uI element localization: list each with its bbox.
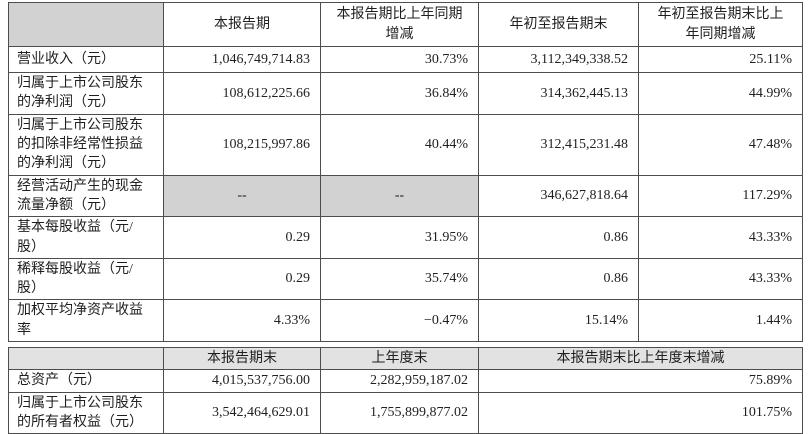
value-cell: 1.44% xyxy=(638,299,803,343)
row-label: 加权平均净资产收益率 xyxy=(8,299,164,343)
value-cell: 36.84% xyxy=(320,72,479,115)
corner-cell xyxy=(8,347,164,371)
value-cell: 108,215,997.86 xyxy=(163,113,321,176)
header-period: 本报告期 xyxy=(163,2,321,47)
table-row-basic-eps: 基本每股收益（元/股） 0.29 31.95% 0.86 43.33% xyxy=(8,216,803,259)
value-cell: 0.29 xyxy=(163,257,321,301)
value-cell: 4,015,537,756.00 xyxy=(163,369,321,393)
balance-figures-table: 本报告期末 上年度末 本报告期末比上年度末增减 总资产（元） 4,015,537… xyxy=(8,347,803,434)
value-cell: 0.86 xyxy=(478,216,639,259)
value-cell: 44.99% xyxy=(638,72,803,115)
value-cell: 35.74% xyxy=(320,257,479,301)
header-ytd: 年初至报告期末 xyxy=(478,2,639,47)
row-label: 稀释每股收益（元/股） xyxy=(8,257,164,301)
value-cell: 108,612,225.66 xyxy=(163,72,321,115)
row-label: 经营活动产生的现金流量净额（元） xyxy=(8,174,164,218)
value-cell: 1,755,899,877.02 xyxy=(320,391,479,434)
table2-header-row: 本报告期末 上年度末 本报告期末比上年度末增减 xyxy=(8,347,803,371)
table-row-owners-equity: 归属于上市公司股东的所有者权益（元） 3,542,464,629.01 1,75… xyxy=(8,391,803,434)
na-cell: -- xyxy=(163,174,321,218)
value-cell: 0.29 xyxy=(163,216,321,259)
value-cell: 312,415,231.48 xyxy=(478,113,639,176)
financial-report-page: 本报告期 本报告期比上年同期 增减 年初至报告期末 年初至报告期末比上 年同期增… xyxy=(8,2,803,434)
table-row-weighted-roe: 加权平均净资产收益率 4.33% −0.47% 15.14% 1.44% xyxy=(8,299,803,343)
value-cell: 40.44% xyxy=(320,113,479,176)
table-row-operating-cash-flow: 经营活动产生的现金流量净额（元） -- -- 346,627,818.64 11… xyxy=(8,174,803,218)
value-cell: 1,046,749,714.83 xyxy=(163,46,321,73)
header-prev-year-end: 上年度末 xyxy=(320,347,479,371)
value-cell: 4.33% xyxy=(163,299,321,343)
row-label: 总资产（元） xyxy=(8,369,164,393)
table-row-revenue: 营业收入（元） 1,046,749,714.83 30.73% 3,112,34… xyxy=(8,46,803,73)
value-cell: 43.33% xyxy=(638,257,803,301)
value-cell: 25.11% xyxy=(638,46,803,73)
table-row-net-profit: 归属于上市公司股东的净利润（元） 108,612,225.66 36.84% 3… xyxy=(8,72,803,115)
corner-cell xyxy=(8,2,164,47)
header-ytd-yoy: 年初至报告期末比上 年同期增减 xyxy=(638,2,803,47)
row-label: 归属于上市公司股东的扣除非经常性损益的净利润（元） xyxy=(8,113,164,176)
table-row-diluted-eps: 稀释每股收益（元/股） 0.29 35.74% 0.86 43.33% xyxy=(8,257,803,301)
value-cell: 31.95% xyxy=(320,216,479,259)
value-cell: 3,542,464,629.01 xyxy=(163,391,321,434)
row-label: 归属于上市公司股东的净利润（元） xyxy=(8,72,164,115)
key-figures-table: 本报告期 本报告期比上年同期 增减 年初至报告期末 年初至报告期末比上 年同期增… xyxy=(8,2,803,343)
value-cell: 3,112,349,338.52 xyxy=(478,46,639,73)
table-row-total-assets: 总资产（元） 4,015,537,756.00 2,282,959,187.02… xyxy=(8,369,803,393)
row-label: 营业收入（元） xyxy=(8,46,164,73)
value-cell: 75.89% xyxy=(478,369,803,393)
value-cell: 101.75% xyxy=(478,391,803,434)
value-cell: 30.73% xyxy=(320,46,479,73)
header-period-yoy: 本报告期比上年同期 增减 xyxy=(320,2,479,47)
header-period-end: 本报告期末 xyxy=(163,347,321,371)
row-label: 归属于上市公司股东的所有者权益（元） xyxy=(8,391,164,434)
row-label: 基本每股收益（元/股） xyxy=(8,216,164,259)
na-cell: -- xyxy=(320,174,479,218)
value-cell: 47.48% xyxy=(638,113,803,176)
value-cell: 2,282,959,187.02 xyxy=(320,369,479,393)
header-period-end-change: 本报告期末比上年度末增减 xyxy=(478,347,803,371)
value-cell: 15.14% xyxy=(478,299,639,343)
table-row-net-profit-deducted: 归属于上市公司股东的扣除非经常性损益的净利润（元） 108,215,997.86… xyxy=(8,113,803,176)
value-cell: 314,362,445.13 xyxy=(478,72,639,115)
table1-header-row: 本报告期 本报告期比上年同期 增减 年初至报告期末 年初至报告期末比上 年同期增… xyxy=(8,2,803,47)
value-cell: −0.47% xyxy=(320,299,479,343)
value-cell: 0.86 xyxy=(478,257,639,301)
value-cell: 43.33% xyxy=(638,216,803,259)
value-cell: 117.29% xyxy=(638,174,803,218)
value-cell: 346,627,818.64 xyxy=(478,174,639,218)
